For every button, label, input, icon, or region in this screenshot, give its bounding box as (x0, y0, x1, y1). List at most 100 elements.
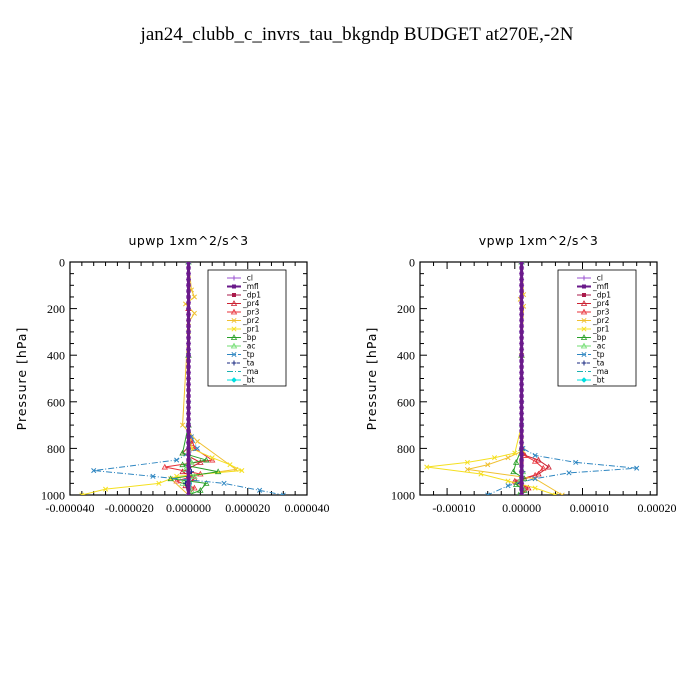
data-point-pr2 (505, 455, 511, 461)
data-point-mfl (186, 271, 191, 276)
series-group (424, 262, 640, 495)
legend-marker-tp (581, 351, 587, 358)
y-axis-label: Pressure [hPa] (364, 327, 379, 431)
data-point-tp (505, 483, 511, 489)
data-point-pr2 (180, 422, 186, 428)
data-point-mfl (519, 359, 524, 364)
legend: _cl_mfl_dp1_pr4_pr3_pr2_pr1_bp_ac_tp_ta_… (557, 269, 637, 387)
data-point-tp (485, 492, 491, 495)
y-tick-label: 800 (47, 442, 65, 456)
panel-upwp: upwp 1xm^2/s^3 Pressure [hPa] 0 200 400 600 80… (14, 233, 330, 515)
legend-label: _bp (242, 333, 257, 342)
legend-marker-pr1 (581, 326, 587, 332)
data-point-mfl (186, 405, 191, 410)
data-point-pr3 (173, 477, 180, 484)
data-point-pr3 (540, 464, 547, 471)
data-point-bp (203, 480, 210, 486)
data-point-mfl (519, 393, 524, 398)
legend-label: _pr1 (242, 325, 260, 334)
data-point-mfl (519, 493, 524, 495)
data-point-mfl (186, 481, 191, 486)
data-point-mfl (519, 364, 524, 369)
legend-label: _ta (592, 359, 604, 368)
data-point-mfl (519, 423, 524, 428)
data-point-mfl (186, 335, 191, 340)
data-point-pr2 (485, 462, 491, 468)
legend-marker-pr1 (231, 326, 237, 332)
data-point-tp (150, 473, 156, 479)
data-point-mfl (519, 452, 524, 457)
data-point-mfl (519, 335, 524, 340)
data-point-pr4 (545, 463, 552, 470)
data-point-mfl (186, 312, 191, 317)
legend-marker-mfl (582, 284, 586, 289)
legend-label: _ac (592, 342, 605, 351)
data-point-mfl (519, 341, 524, 346)
data-point-pr1 (156, 480, 162, 486)
data-point-mfl (519, 324, 524, 329)
data-point-mfl (519, 271, 524, 276)
data-point-mfl (519, 312, 524, 317)
x-tick-label: 0.000020 (225, 501, 270, 515)
data-point-tp (194, 445, 200, 451)
data-point-mfl (519, 440, 524, 445)
data-point-pr2 (464, 466, 470, 472)
data-point-mfl (186, 300, 191, 305)
series-group (79, 262, 286, 495)
panel-vpwp: vpwp 1xm^2/s^3 Pressure [hPa] 0 200 400 600 80… (364, 233, 677, 515)
data-point-mfl (186, 347, 191, 352)
data-point-bp (510, 468, 517, 475)
legend-marker-dp1 (582, 293, 586, 297)
data-point-pr2 (194, 438, 200, 444)
data-point-pr1 (464, 459, 470, 465)
data-point-mfl (519, 446, 524, 451)
data-point-mfl (186, 283, 191, 288)
x-tick-label: -0.00010 (432, 501, 475, 515)
legend-label: _ta (242, 359, 254, 368)
figure-title: jan24_clubb_c_invrs_tau_bkgndp BUDGET at… (140, 24, 574, 45)
data-point-mfl (519, 318, 524, 323)
y-axis-label: Pressure [hPa] (14, 327, 29, 431)
data-point-pr3 (161, 463, 168, 470)
data-point-tp (257, 487, 263, 493)
data-point-mfl (186, 458, 191, 463)
data-point-mfl (186, 434, 191, 439)
data-point-mfl (519, 329, 524, 334)
data-point-mfl (519, 353, 524, 358)
y-tick-label: 200 (47, 302, 65, 316)
legend-label: _pr1 (592, 325, 610, 334)
data-point-pr1 (478, 471, 484, 477)
data-point-mfl (519, 376, 524, 381)
legend-marker-pr4 (230, 300, 238, 306)
panel-title: vpwp 1xm^2/s^3 (479, 233, 599, 248)
data-point-mfl (519, 428, 524, 433)
data-point-mfl (519, 399, 524, 404)
data-point-mfl (186, 428, 191, 433)
x-tick-label: 0.000000 (166, 501, 211, 515)
y-tick-label: 0 (59, 256, 65, 270)
x-tick-label: 0.00000 (502, 501, 541, 515)
data-point-mfl (519, 475, 524, 480)
legend-label: _bt (242, 376, 255, 385)
y-tick-label: 200 (397, 302, 415, 316)
legend-marker-pr3 (580, 308, 588, 315)
y-tick-label: 0 (409, 256, 415, 270)
data-point-tp (634, 465, 640, 471)
data-point-mfl (519, 434, 524, 439)
legend-marker-bt (231, 377, 237, 383)
data-point-mfl (519, 265, 524, 270)
x-tick-label: -0.000040 (46, 501, 95, 515)
y-tick-label: 400 (47, 349, 65, 363)
data-point-mfl (519, 370, 524, 375)
y-tick-label: 1000 (391, 489, 415, 503)
data-point-mfl (519, 481, 524, 486)
data-point-tp (573, 459, 579, 465)
data-point-mfl (186, 359, 191, 364)
data-point-pr1 (552, 492, 558, 495)
data-point-tp (532, 476, 538, 482)
y-tick-label: 800 (397, 442, 415, 456)
legend-label: _ma (592, 367, 609, 376)
data-point-tp (221, 480, 227, 486)
data-point-mfl (186, 324, 191, 329)
